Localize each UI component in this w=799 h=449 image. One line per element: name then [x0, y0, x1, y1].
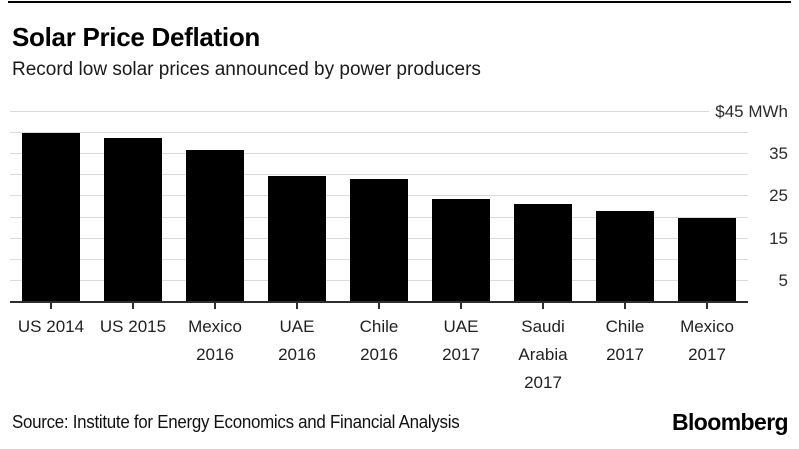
bar-uae-2016 [268, 175, 326, 302]
bar-slot [92, 112, 174, 302]
x-axis-label-line: UAE [443, 317, 479, 336]
gridline [10, 174, 748, 176]
axis-tick [50, 302, 52, 309]
x-axis-label-line: UAE [279, 317, 315, 336]
bar-slot [10, 112, 92, 302]
bar-us-2015 [104, 137, 162, 302]
source-note: Source: Institute for Energy Economics a… [12, 412, 460, 432]
x-axis-label-line: 2017 [688, 345, 726, 364]
x-axis-label-us-2014: US 2014 [10, 302, 92, 397]
y-axis-label: $45 MWh [709, 102, 788, 122]
bar-chile-2017 [596, 211, 654, 302]
axis-tick [460, 302, 462, 309]
axis-tick [132, 302, 134, 309]
bar-saudi-arabia-2017 [514, 203, 572, 302]
y-axis-label: 35 [763, 144, 788, 165]
x-axis-label-chile-2017: Chile 2017 [584, 302, 666, 397]
bar-slot [420, 112, 502, 302]
bar-chile-2016 [350, 179, 408, 302]
x-axis-label-us-2015: US 2015 [92, 302, 174, 397]
bar-mexico-2017 [678, 218, 736, 302]
x-axis-label-mexico-2017: Mexico 2017 [666, 302, 748, 397]
axis-tick [624, 302, 626, 309]
bar-slot [584, 112, 666, 302]
x-axis-label-saudi-arabia-2017: Saudi Arabia 2017 [502, 302, 584, 397]
x-axis-label-line: 2016 [196, 345, 234, 364]
x-axis-label-line: Arabia [518, 345, 568, 364]
top-rule [8, 1, 791, 3]
bloomberg-logo: Bloomberg [672, 409, 789, 435]
x-axis-label-line: 2016 [278, 345, 316, 364]
x-axis-label-line: Mexico [188, 317, 242, 336]
bar-slot [666, 112, 748, 302]
gridline [10, 111, 748, 112]
axis-tick [296, 302, 298, 309]
x-axis-label-line: 2016 [360, 345, 398, 364]
chart-title: Solar Price Deflation [12, 22, 261, 52]
x-axis-label-line: US 2015 [99, 317, 167, 336]
x-axis-label-uae-2016: UAE 2016 [256, 302, 338, 397]
bar-series [10, 112, 748, 302]
axis-tick [542, 302, 544, 309]
bar-mexico-2016 [186, 150, 244, 302]
bar-uae-2017 [432, 198, 490, 302]
x-axis-label-chile-2016: Chile 2016 [338, 302, 420, 397]
x-axis-label-line: 2017 [442, 345, 480, 364]
x-axis-label-line: Mexico [680, 317, 734, 336]
axis-tick [378, 302, 380, 309]
gridline [10, 153, 748, 155]
gridline [10, 132, 748, 134]
x-axis-label-line: Chile [359, 317, 399, 336]
x-axis: US 2014 US 2015 Mexico 2016 UAE 2016 Chile 2016… [10, 302, 748, 397]
plot-area [10, 111, 748, 303]
x-axis-label-line: US 2014 [17, 317, 85, 336]
bar-slot [338, 112, 420, 302]
bar-slot [502, 112, 584, 302]
bar-slot [174, 112, 256, 302]
chart-subtitle: Record low solar prices announced by pow… [12, 59, 481, 80]
x-axis-label-mexico-2016: Mexico 2016 [174, 302, 256, 397]
bar-slot [256, 112, 338, 302]
y-axis: $45 MWh 35 25 15 5 [696, 102, 788, 302]
y-axis-label: 25 [763, 186, 788, 207]
x-axis-line [10, 301, 748, 303]
axis-tick [214, 302, 216, 309]
x-axis-label-line: Chile [605, 317, 645, 336]
x-axis-label-line: Saudi [521, 317, 565, 336]
x-axis-label-uae-2017: UAE 2017 [420, 302, 502, 397]
y-axis-label: 15 [763, 228, 788, 249]
bar-us-2014 [22, 132, 80, 302]
axis-tick [706, 302, 708, 309]
y-axis-label: 5 [772, 270, 788, 291]
x-axis-label-line: 2017 [606, 345, 644, 364]
x-axis-label-line: 2017 [524, 373, 562, 392]
